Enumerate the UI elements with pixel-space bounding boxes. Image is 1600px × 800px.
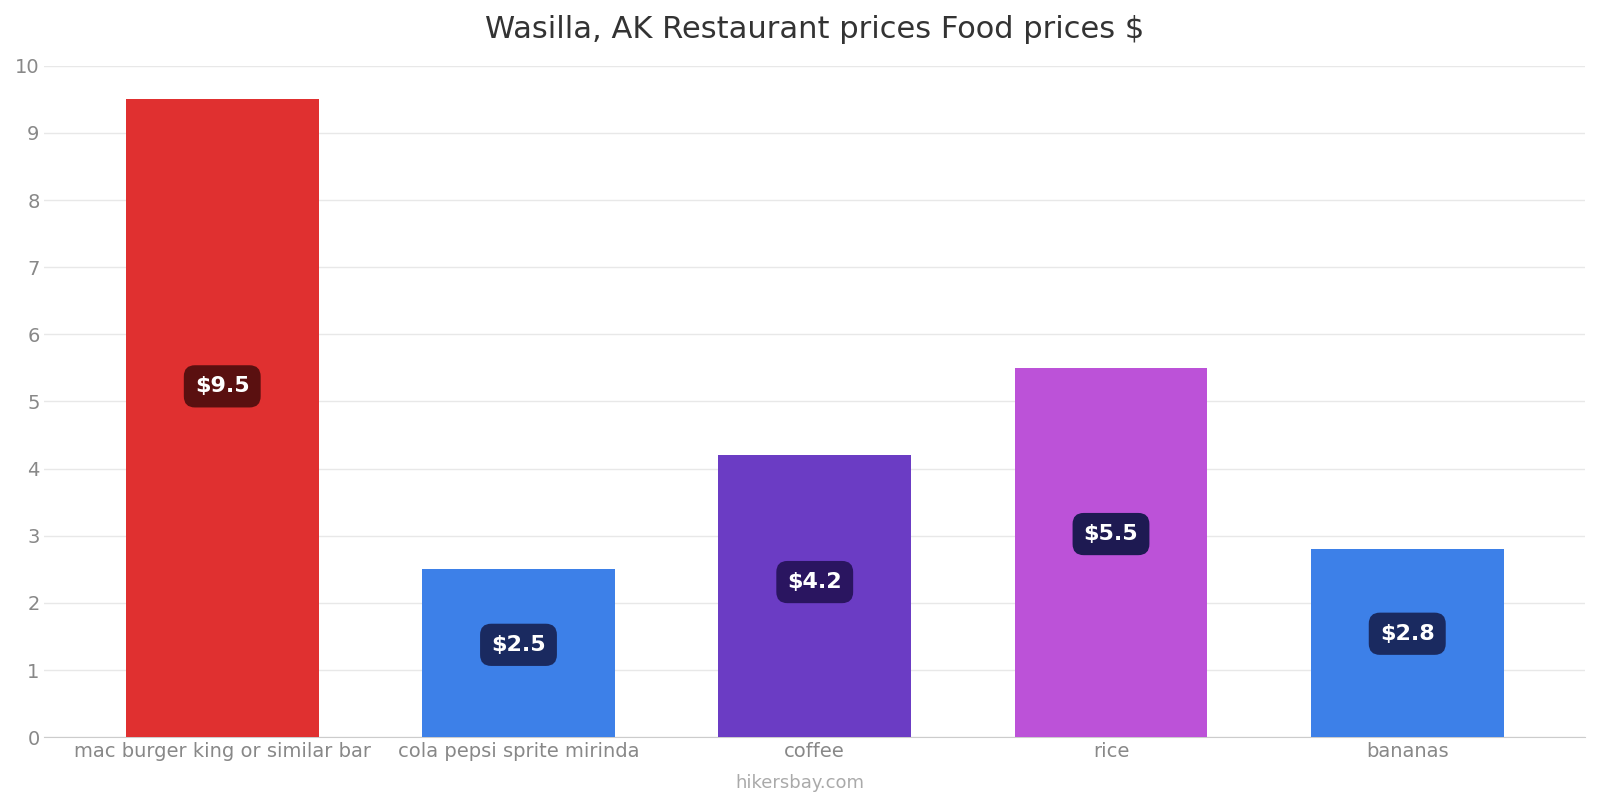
Bar <box>126 99 318 737</box>
Text: $9.5: $9.5 <box>195 376 250 396</box>
Text: hikersbay.com: hikersbay.com <box>736 774 864 792</box>
Bar <box>422 570 614 737</box>
Bar <box>1014 368 1208 737</box>
Bar <box>1310 549 1504 737</box>
Bar <box>718 455 910 737</box>
Text: $2.8: $2.8 <box>1379 624 1435 644</box>
Text: $2.5: $2.5 <box>491 635 546 655</box>
Text: $4.2: $4.2 <box>787 572 842 592</box>
Title: Wasilla, AK Restaurant prices Food prices $: Wasilla, AK Restaurant prices Food price… <box>485 15 1144 44</box>
Text: $5.5: $5.5 <box>1083 524 1138 544</box>
